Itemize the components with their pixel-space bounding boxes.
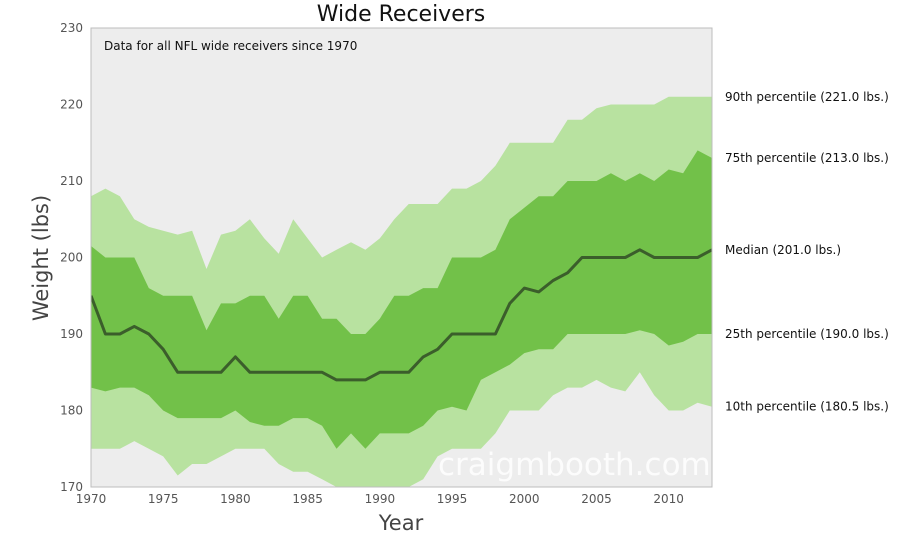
watermark: craigmbooth.com	[438, 447, 711, 483]
y-tick-label: 210	[60, 174, 83, 188]
median-line	[91, 248, 712, 382]
x-tick-label: 1975	[148, 492, 179, 506]
x-tick-label: 1970	[76, 492, 107, 506]
x-tick-label: 2010	[653, 492, 684, 506]
x-tick-label: 2005	[581, 492, 612, 506]
y-axis-title: Weight (lbs)	[29, 195, 53, 321]
y-tick-label: 170	[60, 480, 83, 494]
plot-content	[91, 96, 712, 487]
label-median: Median (201.0 lbs.)	[725, 243, 841, 257]
x-axis-ticks: 1970 1975 1980 1985 1990 1995 2000 2005 2010	[76, 492, 684, 506]
label-25th-percentile: 25th percentile (190.0 lbs.)	[725, 327, 889, 341]
x-axis-title: Year	[378, 511, 424, 535]
y-axis-ticks: 170 180 190 200 210 220 230	[60, 21, 83, 494]
plot-frame	[90, 27, 713, 488]
chart-title: Wide Receivers	[317, 2, 486, 27]
y-tick-label: 230	[60, 21, 83, 35]
y-tick-label: 190	[60, 327, 83, 341]
x-tick-label: 1990	[365, 492, 396, 506]
y-tick-label: 180	[60, 404, 83, 418]
label-90th-percentile: 90th percentile (221.0 lbs.)	[725, 90, 889, 104]
label-75th-percentile: 75th percentile (213.0 lbs.)	[725, 151, 889, 165]
x-tick-label: 2000	[509, 492, 540, 506]
x-tick-label: 1980	[220, 492, 251, 506]
x-tick-label: 1995	[437, 492, 468, 506]
y-tick-label: 220	[60, 98, 83, 112]
label-10th-percentile: 10th percentile (180.5 lbs.)	[725, 400, 889, 414]
y-tick-label: 200	[60, 251, 83, 265]
data-note: Data for all NFL wide receivers since 19…	[104, 39, 357, 53]
band-25th-75th	[91, 150, 712, 449]
x-tick-label: 1985	[292, 492, 323, 506]
